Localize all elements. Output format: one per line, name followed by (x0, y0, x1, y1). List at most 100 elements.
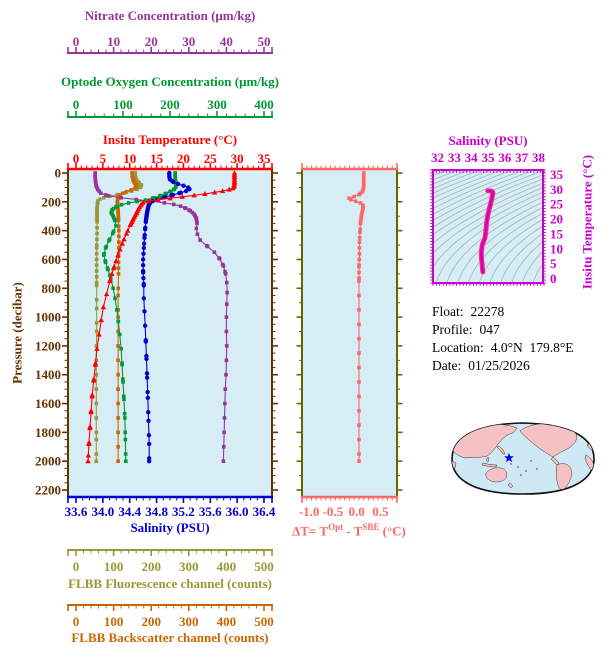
profile-number-label: Profile: (432, 322, 473, 337)
date-label: Date: (432, 358, 462, 373)
svg-text:200: 200 (160, 97, 180, 112)
svg-text:1400: 1400 (35, 367, 61, 382)
ts-density-contours (433, 170, 543, 283)
svg-text:34.8: 34.8 (145, 504, 168, 519)
svg-text:1800: 1800 (35, 425, 61, 440)
salinity-axis: 33.6 34.0 34.4 34.8 35.2 35.6 36.0 36.4 (65, 497, 276, 519)
svg-text:0: 0 (73, 559, 80, 574)
svg-text:300: 300 (207, 97, 227, 112)
oxygen-axis: 0 100 200 300 400 (67, 97, 274, 118)
svg-text:36: 36 (498, 150, 512, 165)
svg-text:15: 15 (150, 151, 164, 166)
svg-text:33.6: 33.6 (65, 504, 88, 519)
series-salinity (140, 170, 192, 464)
ts-salinity-axis-title: Salinity (PSU) (448, 133, 528, 148)
svg-text:200: 200 (42, 194, 62, 209)
svg-text:35.6: 35.6 (199, 504, 222, 519)
svg-text:36.0: 36.0 (226, 504, 249, 519)
svg-text:0.5: 0.5 (372, 504, 389, 519)
float-info-block: Float: 22278 Profile: 047 Location: 4.0°N 1… (432, 303, 574, 375)
svg-text:400: 400 (42, 223, 62, 238)
svg-text:5: 5 (550, 256, 557, 271)
ts-profile-curve (478, 188, 496, 275)
svg-text:15: 15 (550, 226, 564, 241)
svg-text:2200: 2200 (35, 483, 61, 498)
svg-text:600: 600 (42, 252, 62, 267)
svg-text:20: 20 (550, 212, 563, 227)
nitrate-axis: 0 10 20 30 40 50 (67, 34, 273, 54)
svg-text:34: 34 (465, 150, 479, 165)
fluorescence-axis: 0 100 200 300 400 500 (67, 549, 274, 574)
profile-number-value: 047 (479, 322, 500, 337)
svg-text:36.4: 36.4 (253, 504, 276, 519)
svg-text:34.4: 34.4 (118, 504, 141, 519)
svg-text:34.0: 34.0 (91, 504, 114, 519)
delta-t-title-mid: - T (343, 523, 363, 539)
svg-text:10: 10 (107, 34, 120, 49)
delta-t-bottom-axis: -1.0 -0.5 0.0 0.5 (299, 496, 398, 519)
svg-text:0: 0 (550, 271, 557, 286)
pressure-axis-title: Pressure (decibar) (9, 282, 25, 384)
svg-text:-0.5: -0.5 (323, 504, 344, 519)
delta-t-plot: -1.0 -0.5 0.0 0.5 (296, 163, 403, 519)
delta-t-title-pre: ΔT= T (292, 523, 329, 539)
float-position-star (504, 452, 514, 463)
svg-text:0: 0 (73, 151, 80, 166)
svg-text:0: 0 (73, 614, 80, 629)
fluorescence-axis-title: FLBB Fluorescence channel (counts) (68, 576, 272, 591)
svg-text:400: 400 (217, 614, 237, 629)
world-map (451, 422, 595, 495)
svg-text:-1.0: -1.0 (299, 504, 320, 519)
svg-text:33: 33 (448, 150, 462, 165)
location-label: Location: (432, 340, 484, 355)
svg-text:100: 100 (113, 97, 133, 112)
temperature-axis: 0 5 10 15 20 25 30 35 (67, 151, 273, 169)
svg-text:0.0: 0.0 (349, 504, 365, 519)
salinity-axis-title: Salinity (PSU) (130, 520, 210, 535)
svg-text:100: 100 (104, 559, 124, 574)
svg-text:300: 300 (179, 559, 199, 574)
location-line: Location: 4.0°N 179.8°E (432, 339, 574, 357)
svg-text:100: 100 (104, 614, 124, 629)
svg-text:35: 35 (258, 151, 272, 166)
svg-text:500: 500 (254, 614, 274, 629)
float-id-line: Float: 22278 (432, 303, 574, 321)
svg-text:25: 25 (204, 151, 218, 166)
svg-text:30: 30 (231, 151, 244, 166)
svg-text:35.2: 35.2 (172, 504, 195, 519)
svg-text:400: 400 (217, 559, 237, 574)
date-value: 01/25/2026 (468, 358, 530, 373)
svg-text:1000: 1000 (35, 310, 61, 325)
backscatter-axis-title: FLBB Backscatter channel (counts) (71, 630, 269, 645)
svg-text:20: 20 (145, 34, 158, 49)
location-value: 4.0°N 179.8°E (490, 340, 574, 355)
svg-text:10: 10 (123, 151, 136, 166)
svg-text:0: 0 (55, 166, 62, 181)
svg-text:300: 300 (179, 614, 199, 629)
svg-text:400: 400 (254, 97, 274, 112)
delta-t-title-sup-opt: Opt (328, 522, 344, 532)
ts-temperature-axis-title: Insitu Temperature (°C) (579, 154, 595, 290)
svg-text:5: 5 (100, 151, 107, 166)
svg-text:38: 38 (532, 150, 546, 165)
svg-text:1200: 1200 (35, 338, 61, 353)
backscatter-axis: 0 100 200 300 400 500 (67, 604, 274, 629)
temperature-axis-title: Insitu Temperature (°C) (102, 132, 238, 147)
svg-text:800: 800 (42, 281, 62, 296)
svg-text:25: 25 (550, 197, 564, 212)
svg-text:40: 40 (220, 34, 233, 49)
svg-text:0: 0 (73, 97, 80, 112)
nitrate-axis-title: Nitrate Concentration (μm/kg) (84, 8, 256, 23)
float-id-label: Float: (432, 304, 464, 319)
delta-t-title-sup-sbe: SBE (362, 522, 380, 532)
svg-text:50: 50 (258, 34, 271, 49)
svg-text:200: 200 (141, 559, 161, 574)
series-nitrate (93, 171, 229, 463)
series-oxygen (101, 171, 178, 463)
svg-text:2000: 2000 (35, 454, 61, 469)
float-id-value: 22278 (470, 304, 505, 319)
